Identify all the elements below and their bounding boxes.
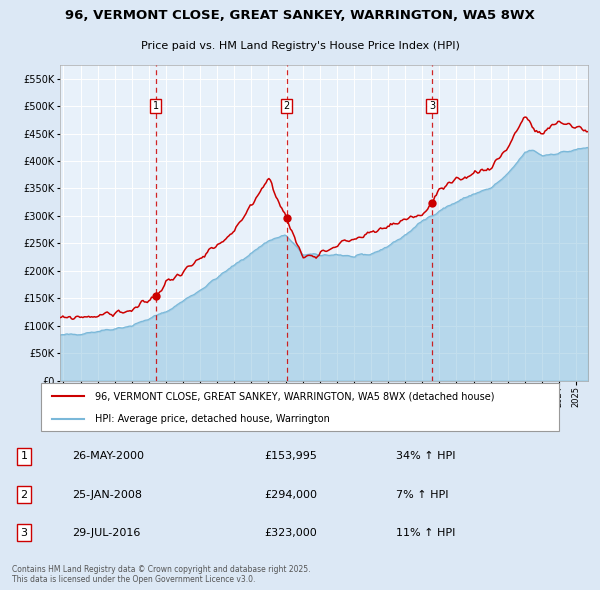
Text: 1: 1 <box>20 451 28 461</box>
Text: 3: 3 <box>20 527 28 537</box>
Text: Contains HM Land Registry data © Crown copyright and database right 2025.
This d: Contains HM Land Registry data © Crown c… <box>12 565 311 584</box>
Text: 2: 2 <box>284 101 290 111</box>
Text: £153,995: £153,995 <box>264 451 317 461</box>
Text: 7% ↑ HPI: 7% ↑ HPI <box>396 490 449 500</box>
FancyBboxPatch shape <box>41 384 559 431</box>
Text: 2: 2 <box>20 490 28 500</box>
Text: 96, VERMONT CLOSE, GREAT SANKEY, WARRINGTON, WA5 8WX (detached house): 96, VERMONT CLOSE, GREAT SANKEY, WARRING… <box>95 392 494 401</box>
Text: £323,000: £323,000 <box>264 527 317 537</box>
Text: 34% ↑ HPI: 34% ↑ HPI <box>396 451 455 461</box>
Text: 25-JAN-2008: 25-JAN-2008 <box>72 490 142 500</box>
Text: Price paid vs. HM Land Registry's House Price Index (HPI): Price paid vs. HM Land Registry's House … <box>140 41 460 51</box>
Text: 3: 3 <box>429 101 435 111</box>
Text: 1: 1 <box>152 101 159 111</box>
Text: 11% ↑ HPI: 11% ↑ HPI <box>396 527 455 537</box>
Text: HPI: Average price, detached house, Warrington: HPI: Average price, detached house, Warr… <box>95 414 329 424</box>
Text: £294,000: £294,000 <box>264 490 317 500</box>
Text: 29-JUL-2016: 29-JUL-2016 <box>72 527 140 537</box>
Text: 96, VERMONT CLOSE, GREAT SANKEY, WARRINGTON, WA5 8WX: 96, VERMONT CLOSE, GREAT SANKEY, WARRING… <box>65 9 535 22</box>
Text: 26-MAY-2000: 26-MAY-2000 <box>72 451 144 461</box>
